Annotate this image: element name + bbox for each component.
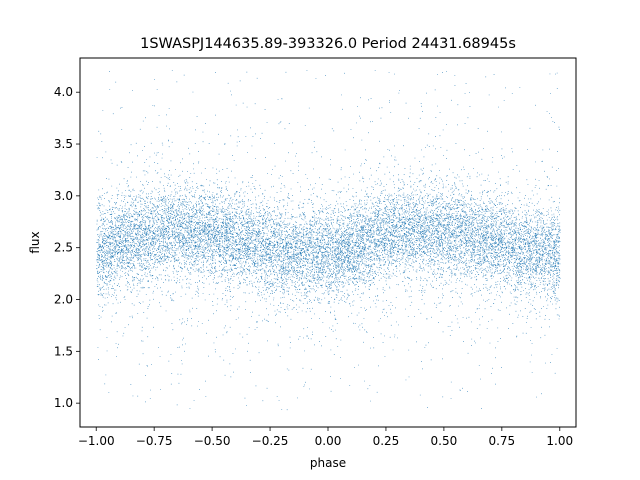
y-tick-label: 1.5 (54, 344, 73, 358)
x-tick-label: 1.00 (546, 434, 573, 448)
x-tick-label: −1.00 (78, 434, 115, 448)
y-tick-label: 3.5 (54, 137, 73, 151)
x-axis: −1.00 −0.75 −0.50 −0.25 0.00 0.25 0.50 0.75 1.00 (78, 427, 573, 448)
y-tick-label: 2.0 (54, 293, 73, 307)
y-axis-label: flux (28, 231, 42, 253)
x-tick-label: −0.75 (136, 434, 173, 448)
data-points (96, 70, 561, 411)
x-tick-label: −0.50 (194, 434, 231, 448)
x-tick-label: 0.25 (373, 434, 400, 448)
x-axis-label: phase (310, 456, 346, 470)
y-tick-label: 3.0 (54, 189, 73, 203)
x-tick-label: −0.25 (252, 434, 289, 448)
scatter-points (96, 70, 561, 411)
y-tick-label: 1.0 (54, 396, 73, 410)
y-tick-label: 4.0 (54, 85, 73, 99)
x-tick-label: 0.00 (315, 434, 342, 448)
y-axis: 1.0 1.5 2.0 2.5 3.0 3.5 4.0 (54, 85, 80, 410)
x-tick-label: 0.50 (431, 434, 458, 448)
chart-title: 1SWASPJ144635.89-393326.0 Period 24431.6… (140, 36, 516, 52)
y-tick-label: 2.5 (54, 241, 73, 255)
x-tick-label: 0.75 (488, 434, 515, 448)
